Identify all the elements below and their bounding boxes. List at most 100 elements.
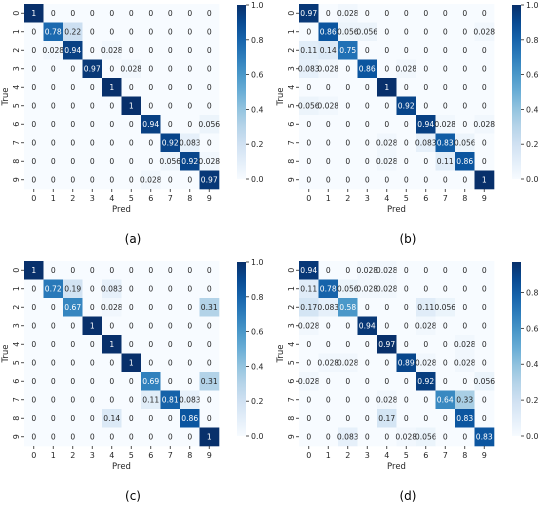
heatmap-cell bbox=[357, 41, 378, 60]
cell-value-label: 0 bbox=[109, 433, 114, 442]
cell-value-label: 0.58 bbox=[339, 303, 356, 312]
heatmap-cell bbox=[318, 261, 339, 280]
heatmap-cell bbox=[141, 279, 161, 299]
cell-value-label: 0.64 bbox=[437, 396, 454, 405]
heatmap-cell bbox=[435, 427, 456, 447]
heatmap-cell bbox=[455, 279, 475, 299]
x-tick-label: 6 bbox=[423, 451, 428, 460]
cell-value-label: 0.028 bbox=[473, 120, 495, 129]
cell-value-label: 0 bbox=[148, 322, 153, 331]
heatmap-cell bbox=[318, 427, 339, 447]
cell-value-label: 0 bbox=[345, 102, 350, 111]
heatmap-cell bbox=[455, 22, 475, 42]
heatmap-cell bbox=[160, 335, 181, 354]
heatmap-cell bbox=[102, 170, 122, 190]
cell-value-label: 0.92 bbox=[398, 102, 415, 111]
heatmap-cell bbox=[299, 279, 319, 299]
heatmap-cell bbox=[318, 22, 339, 42]
cell-value-label: 0.72 bbox=[45, 285, 62, 294]
cell-value-label: 0 bbox=[423, 28, 428, 37]
cell-value-label: 0 bbox=[443, 359, 448, 368]
x-tick-label: 9 bbox=[207, 451, 212, 460]
heatmap-cell bbox=[141, 78, 161, 97]
cell-value-label: 0 bbox=[365, 157, 370, 166]
heatmap-cell bbox=[416, 115, 436, 134]
cell-value-label: 0 bbox=[129, 46, 134, 55]
cell-value-label: 0.94 bbox=[300, 266, 317, 275]
y-tick-label: 5 bbox=[12, 360, 21, 365]
cell-value-label: 0 bbox=[31, 377, 36, 386]
heatmap-cell bbox=[63, 316, 83, 336]
cell-value-label: 0.17 bbox=[378, 414, 395, 423]
heatmap-cell bbox=[416, 4, 436, 23]
heatmap-cell bbox=[396, 353, 417, 373]
y-tick-label: 9 bbox=[287, 434, 296, 439]
y-tick-label: 8 bbox=[287, 159, 296, 164]
heatmap-cell bbox=[43, 41, 64, 60]
heatmap-cell bbox=[299, 41, 319, 60]
cell-value-label: 0 bbox=[462, 83, 467, 92]
y-tick-label: 4 bbox=[12, 85, 21, 90]
cell-value-label: 0 bbox=[90, 285, 95, 294]
heatmap-cell bbox=[43, 372, 64, 391]
y-tick-label: 0 bbox=[12, 268, 21, 273]
heatmap-cell bbox=[318, 316, 339, 336]
heatmap-cell bbox=[63, 4, 83, 23]
heatmap-cell bbox=[102, 152, 122, 171]
heatmap-cell bbox=[396, 427, 417, 447]
cell-value-label: 0 bbox=[109, 28, 114, 37]
cell-value-label: 0 bbox=[207, 28, 212, 37]
cell-value-label: 0.83 bbox=[476, 433, 493, 442]
cell-value-label: 0 bbox=[462, 377, 467, 386]
y-tick-label: 0 bbox=[287, 11, 296, 16]
cell-value-label: 0 bbox=[207, 65, 212, 74]
heatmap-cell bbox=[43, 4, 64, 23]
heatmap-cell bbox=[318, 279, 339, 299]
cell-value-label: 0 bbox=[31, 303, 36, 312]
cell-value-label: 0 bbox=[423, 176, 428, 185]
heatmap-cell bbox=[338, 152, 358, 171]
cell-value-label: 0.14 bbox=[320, 46, 337, 55]
cell-value-label: 0.028 bbox=[376, 285, 398, 294]
cell-value-label: 0.19 bbox=[64, 285, 81, 294]
colorbar bbox=[237, 5, 246, 179]
colorbar-tick-label: 0.6 bbox=[526, 324, 538, 333]
heatmap-cell bbox=[435, 152, 456, 171]
cell-value-label: 0 bbox=[462, 28, 467, 37]
cell-value-label: 0 bbox=[404, 139, 409, 148]
cell-value-label: 0 bbox=[187, 46, 192, 55]
cell-value-label: 0 bbox=[70, 266, 75, 275]
heatmap-cell bbox=[180, 152, 200, 171]
cell-value-label: 0 bbox=[443, 285, 448, 294]
heatmap-cell bbox=[396, 261, 417, 280]
cell-value-label: 0 bbox=[384, 9, 389, 18]
heatmap-cell bbox=[357, 4, 378, 23]
cell-value-label: 0 bbox=[365, 433, 370, 442]
cell-value-label: 0.028 bbox=[376, 266, 398, 275]
colorbar-tick-label: 0.4 bbox=[526, 360, 538, 369]
cell-value-label: 0 bbox=[70, 65, 75, 74]
cell-value-label: 0 bbox=[404, 83, 409, 92]
cell-value-label: 0 bbox=[326, 377, 331, 386]
cell-value-label: 0 bbox=[482, 414, 487, 423]
heatmap-cell bbox=[82, 4, 103, 23]
cell-value-label: 0 bbox=[404, 285, 409, 294]
heatmap-cell bbox=[199, 4, 220, 23]
colorbar-tick-label: 0.4 bbox=[251, 362, 263, 371]
colorbar-tick-label: 0.6 bbox=[251, 71, 263, 80]
heatmap-cell bbox=[160, 115, 181, 134]
cell-value-label: 0 bbox=[365, 396, 370, 405]
heatmap-cell bbox=[141, 41, 161, 60]
cell-value-label: 0 bbox=[306, 28, 311, 37]
heatmap-cell bbox=[455, 78, 475, 97]
heatmap-cell bbox=[180, 78, 200, 97]
cell-value-label: 0 bbox=[109, 359, 114, 368]
heatmap-cell bbox=[299, 409, 319, 428]
cell-value-label: 1 bbox=[109, 340, 114, 349]
heatmap-cell bbox=[121, 261, 142, 280]
heatmap-cell bbox=[121, 170, 142, 190]
x-tick-label: 3 bbox=[90, 194, 95, 203]
cell-value-label: 0 bbox=[70, 414, 75, 423]
cell-value-label: 0.028 bbox=[298, 322, 320, 331]
